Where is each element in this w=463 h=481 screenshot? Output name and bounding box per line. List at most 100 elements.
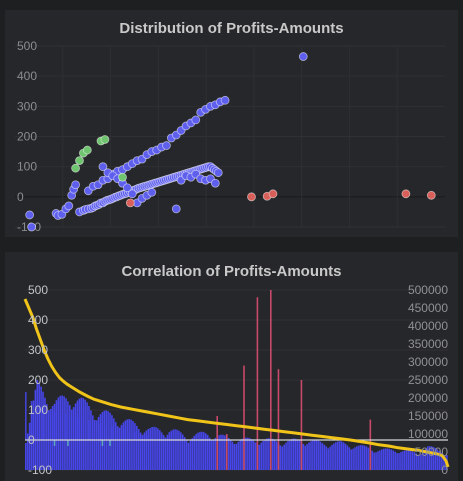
amount-bar [227,437,230,470]
scatter-point [220,95,230,105]
y2-tick-label: 350000 [408,337,448,351]
amount-bar [379,450,381,470]
scatter-point [147,187,157,197]
highlight-bar [225,434,228,470]
profit-bar [76,417,79,440]
highlight-bar [277,369,280,470]
amount-bar [164,437,167,470]
y2-tick-label: 250000 [408,373,448,387]
profit-bar [30,401,33,440]
amount-bar [233,443,236,470]
amount-bar [97,416,100,470]
y-tick-label: 400 [17,69,37,83]
profit-bar [42,407,44,440]
amount-bar [438,450,441,470]
correlation-chart-title: Correlation of Profits-Amounts [121,263,342,280]
amount-bar [407,450,410,470]
amount-bar [423,451,425,470]
amount-bar [361,445,364,470]
amount-bar [346,445,349,470]
highlight-bar [369,419,372,470]
profit-bar [70,416,73,440]
scatter-point [426,190,436,200]
profit-bar [111,426,113,440]
amount-bar [321,443,324,470]
amount-bar [281,446,284,470]
amount-bar [396,453,398,470]
amount-bar [139,432,142,470]
y2-tick-label: 500000 [408,283,448,297]
amount-bar [248,438,251,470]
highlight-bar [256,297,259,470]
y-tick-label: 0 [28,433,35,447]
amount-bar [432,446,435,470]
amount-bar [124,420,127,470]
amount-bar [285,442,287,470]
highlight-bar [269,290,272,470]
amount-bar [323,444,326,470]
amount-bar [241,438,243,470]
amount-bar [137,429,140,470]
amount-bar [314,439,316,470]
amount-bar [275,441,278,470]
y-tick-label: -100 [28,463,52,477]
amount-bar [426,446,429,470]
scatter-point [213,168,223,178]
amount-bar [143,432,146,470]
profit-bar [105,425,107,440]
amount-bar [132,421,134,470]
scatter-point [82,145,92,155]
amount-bar [46,404,48,470]
amount-bar [430,446,433,470]
y-tick-label: 200 [28,373,48,387]
amount-bar [348,447,351,470]
amount-bar [69,405,71,470]
amount-bar [331,444,333,470]
amount-bar [178,430,180,470]
amount-bar [26,433,29,470]
amount-bar [204,433,207,470]
profit-bar [59,413,62,440]
amount-bar [40,386,42,470]
amount-bar [273,439,276,470]
amount-bar [333,443,335,470]
amount-bar [367,447,370,470]
scatter-point [298,52,308,61]
amount-bar [220,434,222,470]
amount-bar [388,448,391,470]
y-tick-label: 500 [28,283,48,297]
y2-tick-label: 0 [441,463,448,477]
amount-bar [189,440,192,470]
negative-profit-bar [101,440,104,446]
amount-bar [84,399,86,470]
amount-bar [126,419,129,470]
amount-bar [279,445,282,470]
amount-bar [371,450,374,470]
amount-bar [377,451,379,470]
amount-bar [302,443,305,470]
amount-bar [245,437,247,470]
profit-bar [134,432,136,440]
amount-bar [338,441,341,470]
amount-bar [55,400,58,470]
amount-bar [304,445,307,470]
amount-bar [195,434,197,470]
scatter-point [210,178,220,188]
amount-bar [292,438,295,470]
amount-bar [312,440,314,470]
amount-bar [93,419,96,470]
y-tick-label: 500 [17,39,37,53]
y2-tick-label: 50000 [415,445,449,459]
profit-bar [139,434,142,440]
amount-bar [151,427,153,470]
amount-bar [61,395,63,470]
profit-bar [157,438,159,440]
amount-bar [149,428,152,470]
amount-bar [381,449,383,470]
amount-bar [428,446,431,470]
amount-bar [72,407,75,470]
amount-bar [38,382,40,470]
correlation-chart: 5004003002001000-10050000045000040000035… [23,283,450,477]
amount-bar [247,437,249,470]
amount-bar [57,397,60,470]
